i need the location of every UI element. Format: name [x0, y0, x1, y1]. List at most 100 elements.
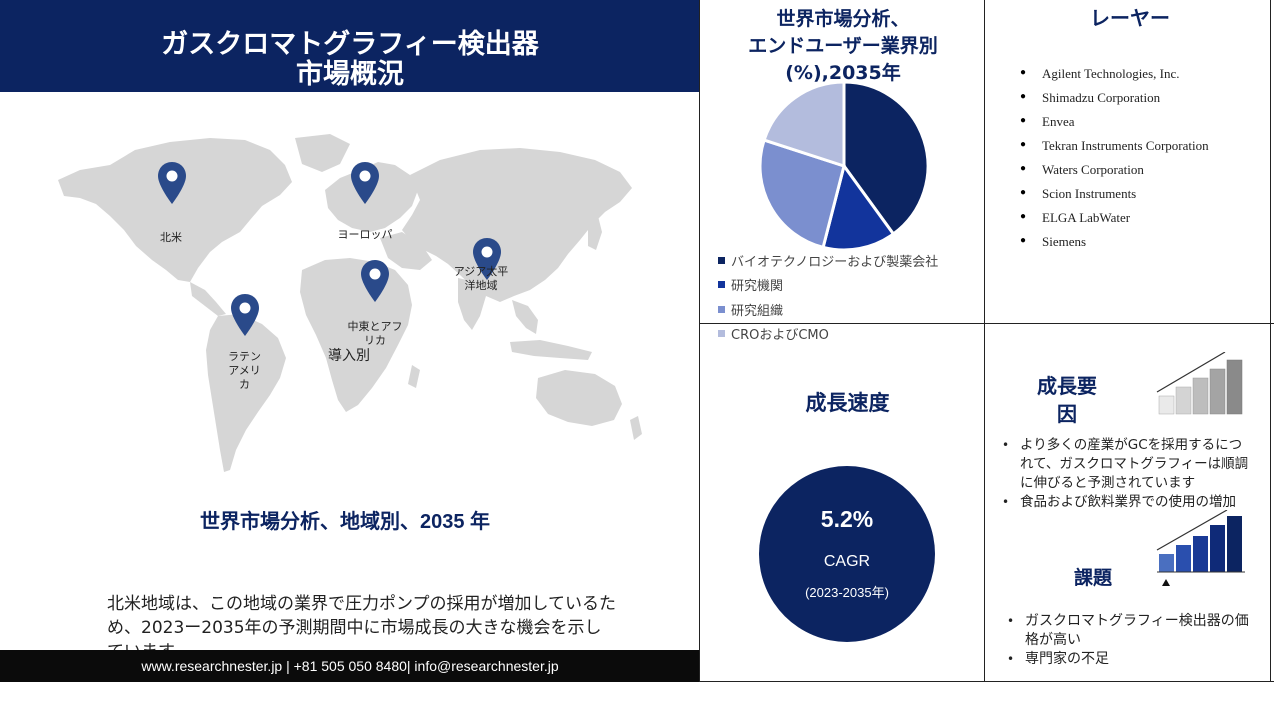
bullet-icon: ● [1020, 235, 1027, 246]
title-band [0, 0, 700, 92]
divider-vertical-left [699, 0, 700, 682]
region-label-text: 中東とアフ [347, 320, 403, 333]
list-item-text: 専門家の不足 [1025, 651, 1109, 667]
cagr-period: (2023-2035年) [805, 585, 889, 600]
bullet-icon: ● [1020, 115, 1027, 126]
australia-land [536, 370, 622, 426]
region-description: 北米地域は、この地域の業界で圧力ポンプの採用が増加しているため、2023ー203… [107, 594, 616, 650]
growth-drivers-list: • より多くの産業がGCを採用するにつれて、ガスクロマトグラフィーは順調に伸びると… [1000, 436, 1250, 512]
pie-chart-title: 世界市場分析、 エンドユーザー業界別 (%),2035年 [712, 6, 974, 87]
pins [158, 162, 501, 336]
bar-challenge-icon [1156, 510, 1245, 586]
pie-title-line: エンドユーザー業界別 [748, 35, 938, 57]
growth-drivers-title: 成長要 因 [1022, 372, 1112, 428]
bullet-icon: ● [1020, 67, 1027, 78]
list-item: ● Waters Corporation [1020, 158, 1209, 182]
bullet-icon: • [1002, 438, 1010, 452]
region-label-text: ヨーロッパ [337, 228, 393, 241]
asia-pacific-pin-icon [473, 238, 501, 280]
india-land [458, 278, 486, 330]
overview-panel: ガスクロマトグラフィー検出器 市場概況 [0, 0, 700, 650]
north-america-land [58, 138, 292, 282]
bar-growth-icon [1156, 352, 1243, 415]
footer-contact: www.researchnester.jp | +81 505 050 8480… [0, 650, 700, 682]
list-item-text: Agilent Technologies, Inc. [1042, 66, 1180, 81]
region-label-text: アメリ [228, 364, 261, 377]
pie-chart [758, 80, 930, 252]
middle-east-africa-pin-icon [361, 260, 389, 302]
list-item: ● Agilent Technologies, Inc. [1020, 62, 1209, 86]
pie-legend: バイオテクノロジーおよび製薬会社 研究機関研究組織 CROおよびCMO [718, 248, 938, 346]
list-item: • 専門家の不足 [1005, 650, 1260, 669]
legend-label: 研究機関 [731, 279, 784, 295]
list-item-text: Envea [1042, 114, 1075, 129]
legend-swatch [718, 281, 725, 289]
region-label-middle-east-africa: 中東とアフ リカ [340, 320, 410, 348]
pie-slice [821, 162, 896, 252]
drivers-title-line: 因 [1057, 402, 1077, 426]
bullet-icon: ● [1020, 163, 1027, 174]
region-analysis-title: 世界市場分析、地域別、2035 年 [199, 511, 491, 533]
bullet-icon: • [1007, 614, 1015, 628]
list-item-text: ガスクロマトグラフィー検出器の価格が高い [1025, 613, 1249, 648]
bullet-icon: • [1002, 495, 1010, 509]
list-item-text: Siemens [1042, 234, 1087, 249]
bullet-icon: ● [1020, 187, 1027, 198]
middle-east-land [380, 232, 432, 270]
divider-bottom [699, 681, 1274, 682]
list-item: ● Scion Instruments [1020, 182, 1209, 206]
list-item: ● Tekran Instruments Corporation [1020, 134, 1209, 158]
divider-horizontal [699, 323, 1274, 324]
region-label-latin-america: ラテン アメリ カ [222, 350, 267, 392]
drivers-title-line: 成長要 [1037, 374, 1097, 398]
region-label-text: ラテン [228, 350, 261, 363]
region-label-asia-pacific: アジア太平 洋地域 [446, 265, 516, 293]
southeast-asia-land [512, 300, 538, 334]
region-label-text: リカ [364, 334, 386, 347]
legend-swatch [718, 330, 725, 338]
bullet-icon: ● [1020, 91, 1027, 102]
intro-label: 導入別 [328, 348, 370, 364]
page-title: ガスクロマトグラフィー検出器 市場概況 [0, 30, 700, 90]
list-item: ● Siemens [1020, 230, 1209, 254]
legend-label: CROおよびCMO [731, 328, 829, 344]
region-label-text: 北米 [160, 231, 182, 244]
list-item-text: Tekran Instruments Corporation [1042, 138, 1209, 153]
europe-land [325, 162, 418, 232]
players-title: レーヤー [1090, 6, 1170, 30]
region-label-text: アジア太平 [453, 265, 509, 278]
asia-land [402, 148, 632, 302]
cagr-label: CAGR [823, 553, 871, 570]
legend-item: 研究機関 [718, 273, 938, 298]
south-america-land [206, 314, 286, 472]
list-item-text: Scion Instruments [1042, 186, 1137, 201]
region-label-text: カ [239, 378, 250, 391]
legend-swatch [718, 256, 725, 264]
divider-vertical-right [984, 0, 985, 682]
pie-slice [842, 80, 930, 237]
region-label-north-america: 北米 [150, 231, 192, 245]
pie-slice [758, 138, 846, 250]
bullet-icon: ● [1020, 139, 1027, 150]
region-label-europe: ヨーロッパ [330, 228, 400, 242]
page-title-line2: 市場概況 [296, 59, 404, 90]
divider-vertical-edge [1270, 0, 1271, 682]
legend-label: 研究組織 [731, 303, 784, 319]
bullet-icon: • [1007, 652, 1015, 666]
europe-pin-icon [351, 162, 379, 204]
new-zealand-land [630, 416, 642, 440]
madagascar-land [408, 365, 420, 388]
list-item-text: より多くの産業がGCを採用するにつれて、ガスクロマトグラフィーは順調に伸びると予… [1020, 437, 1249, 491]
legend-label: バイオテクノロジーおよび製薬会社 [731, 254, 939, 270]
latin-america-pin-icon [231, 294, 259, 336]
pie-slice [762, 80, 846, 169]
legend-item: 研究組織 [718, 297, 938, 322]
legend-swatch [718, 305, 725, 313]
cagr-value: 5.2% [820, 506, 874, 532]
list-item-text: ELGA LabWater [1042, 210, 1131, 225]
pie-title-line: 世界市場分析、 [776, 8, 910, 30]
growth-rate-title: 成長速度 [805, 391, 890, 415]
list-item: ● Envea [1020, 110, 1209, 134]
japan-land [588, 216, 602, 250]
north-america-pin-icon [158, 162, 186, 204]
